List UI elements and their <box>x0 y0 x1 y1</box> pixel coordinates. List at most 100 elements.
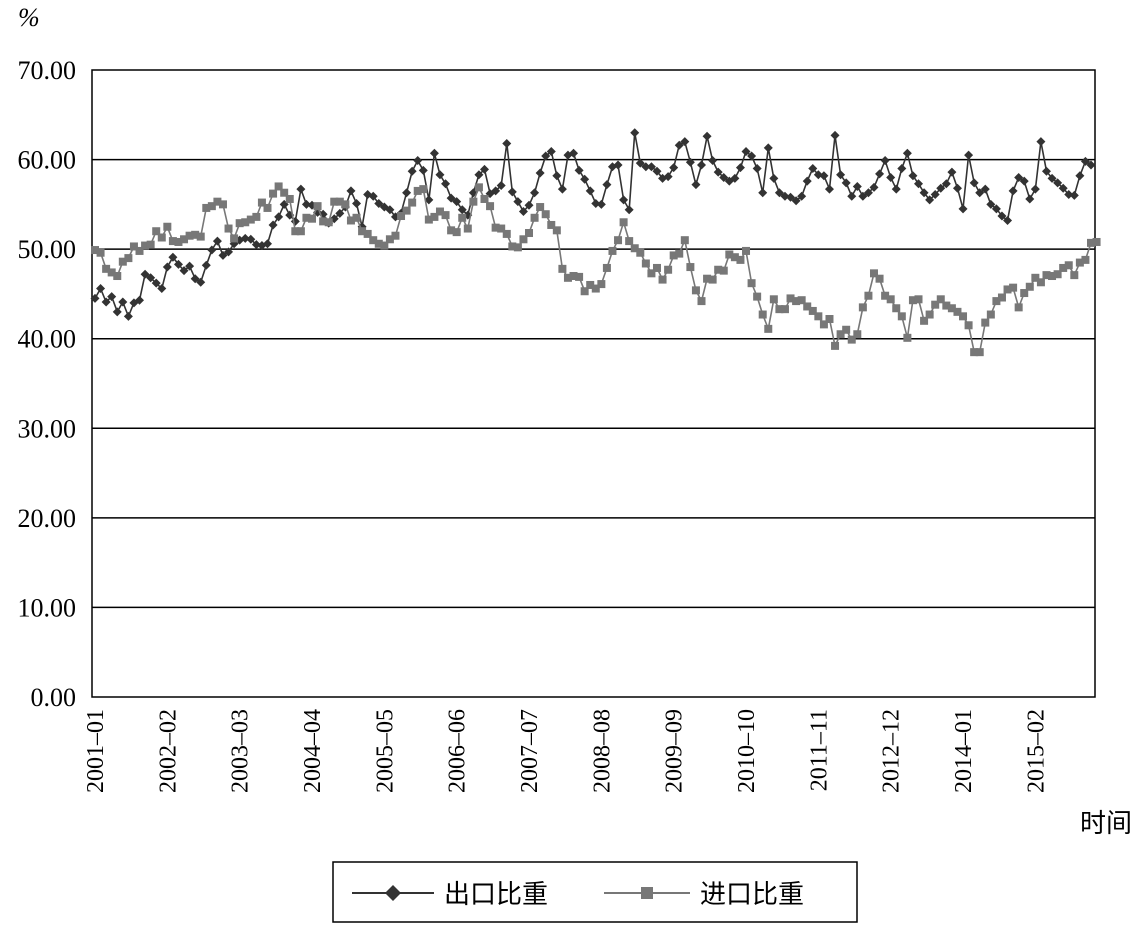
data-point <box>981 318 990 327</box>
data-point <box>958 204 968 214</box>
data-point <box>457 205 467 215</box>
data-point <box>525 229 534 238</box>
data-point <box>808 164 818 174</box>
data-point <box>691 286 700 295</box>
plot-area-frame <box>91 69 1096 698</box>
y-tick-label: 70.00 <box>18 56 77 85</box>
data-point <box>346 186 356 196</box>
data-point <box>458 213 467 222</box>
data-point <box>424 215 433 224</box>
data-point <box>341 200 350 209</box>
data-point <box>146 240 155 249</box>
data-point <box>402 206 411 215</box>
data-point <box>262 239 272 249</box>
data-point <box>658 275 667 284</box>
data-point <box>869 182 879 192</box>
x-tick-label: 2007–07 <box>517 709 543 793</box>
data-point <box>919 188 929 198</box>
data-point <box>803 302 812 311</box>
data-point <box>953 307 962 316</box>
data-point <box>608 246 617 255</box>
data-point <box>352 198 362 208</box>
x-tick-label: 2012–12 <box>879 709 905 793</box>
data-point <box>207 245 217 255</box>
data-point <box>173 259 183 269</box>
data-point <box>402 188 412 198</box>
data-point <box>151 278 161 288</box>
data-point <box>113 272 122 281</box>
data-point <box>441 211 450 220</box>
data-point <box>930 190 940 200</box>
data-point <box>96 248 105 257</box>
data-point <box>964 150 974 160</box>
data-point <box>980 184 990 194</box>
data-point <box>296 227 305 236</box>
data-point <box>435 170 445 180</box>
data-point <box>291 227 300 236</box>
data-point <box>797 191 807 201</box>
data-point <box>513 243 522 252</box>
data-point <box>941 179 951 189</box>
data-point <box>196 277 206 287</box>
data-point <box>1080 156 1090 166</box>
legend: 出口比重 进口比重 <box>332 861 858 923</box>
data-point <box>825 315 834 324</box>
data-point <box>1008 186 1018 196</box>
series-1 <box>91 182 1101 357</box>
data-point <box>858 303 867 312</box>
data-point <box>585 186 595 196</box>
data-point <box>747 151 757 161</box>
data-point <box>1036 278 1045 287</box>
data-point <box>524 200 534 210</box>
data-point <box>319 217 328 226</box>
data-point <box>96 284 106 294</box>
data-point <box>1020 289 1029 298</box>
data-point <box>496 181 506 191</box>
data-point <box>925 310 934 319</box>
data-point <box>213 197 222 206</box>
data-point <box>769 173 779 183</box>
data-point <box>708 155 718 165</box>
data-point <box>858 191 868 201</box>
data-point <box>575 272 584 281</box>
data-point <box>157 284 167 294</box>
data-point <box>246 215 255 224</box>
data-point <box>864 291 873 300</box>
data-point <box>129 242 138 251</box>
data-point <box>263 203 272 212</box>
data-point <box>647 269 656 278</box>
data-point <box>474 183 483 192</box>
data-point <box>1092 237 1101 246</box>
data-point <box>669 251 678 260</box>
data-point <box>302 213 311 222</box>
data-point <box>713 167 723 177</box>
data-point <box>947 167 957 177</box>
y-tick-label: 50.00 <box>18 235 77 264</box>
legend-marker-import <box>641 887 653 899</box>
data-point <box>441 179 451 189</box>
data-point <box>190 274 200 284</box>
x-tick-label: 2008–08 <box>589 709 615 793</box>
data-point <box>886 172 896 182</box>
data-point <box>391 231 400 240</box>
data-point <box>1030 184 1040 194</box>
data-point <box>1019 176 1029 186</box>
data-point <box>875 169 885 179</box>
data-point <box>1009 283 1018 292</box>
data-point <box>1087 238 1095 247</box>
data-point <box>508 242 517 251</box>
data-point <box>730 173 740 183</box>
data-point <box>591 284 600 293</box>
data-point <box>630 244 639 253</box>
data-point <box>580 174 590 184</box>
data-point <box>1064 190 1074 200</box>
data-point <box>952 183 962 193</box>
data-point <box>269 189 278 198</box>
x-tick-label: 2002–02 <box>155 709 181 793</box>
data-point <box>418 165 428 175</box>
data-point <box>959 312 968 321</box>
legend-label-export: 出口比重 <box>444 880 548 910</box>
data-point <box>535 168 545 178</box>
data-point <box>691 180 701 190</box>
data-point <box>1086 160 1096 170</box>
